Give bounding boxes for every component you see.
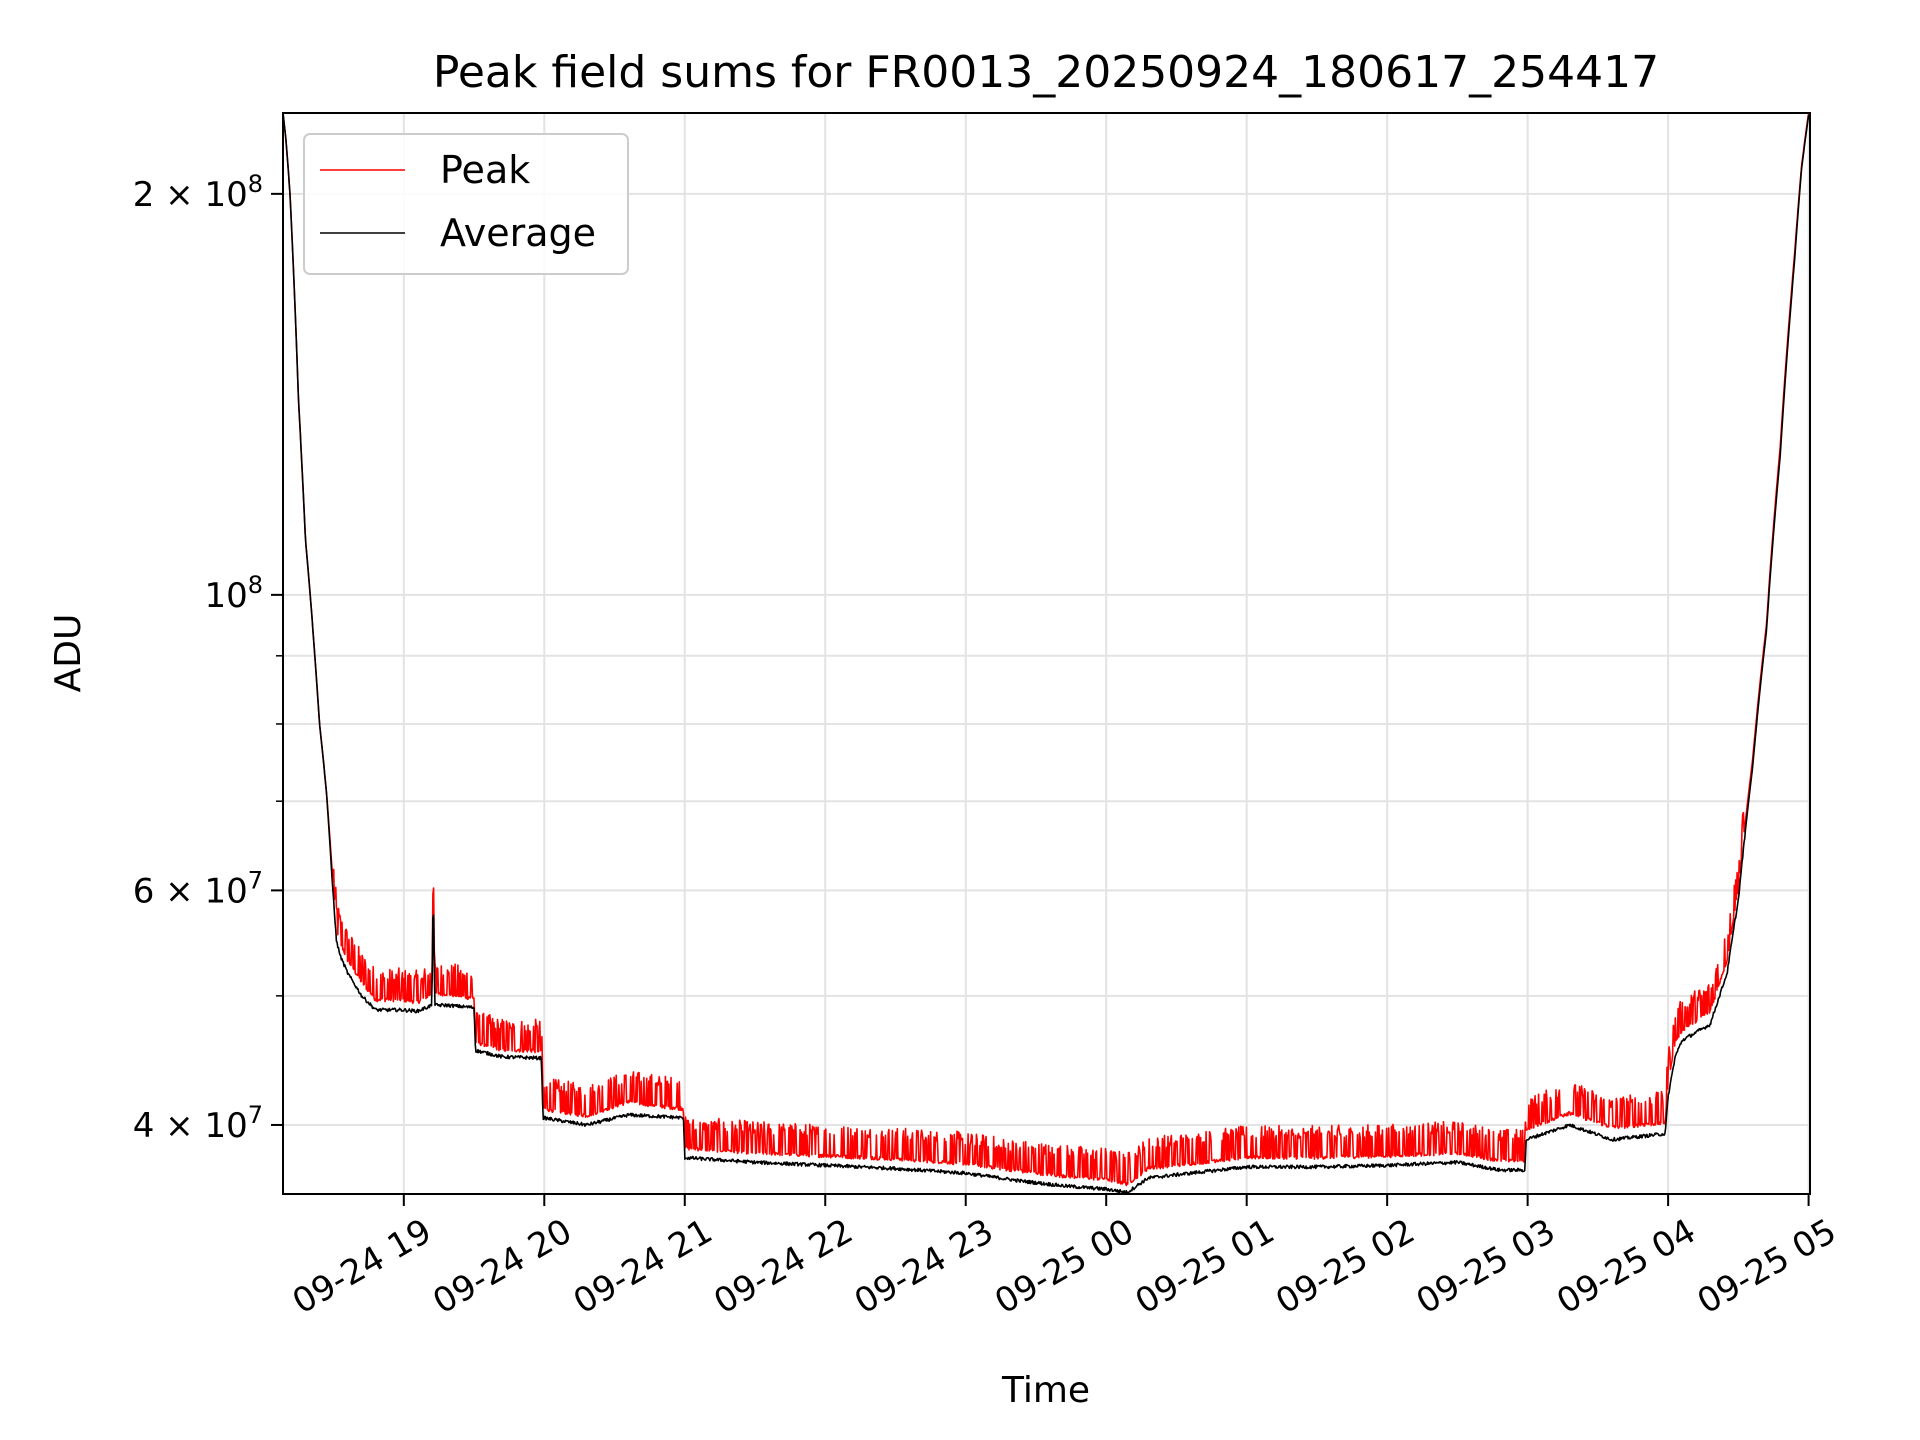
legend-label-average: Average xyxy=(440,211,596,255)
x-axis-label: Time xyxy=(1001,1370,1090,1411)
y-tick-label: 108 xyxy=(204,571,263,616)
x-tick-label: 09-24 23 xyxy=(848,1211,1000,1322)
grid xyxy=(283,113,1810,1194)
y-tick-label: 2 × 108 xyxy=(133,170,263,215)
series-line-peak xyxy=(283,113,1810,1187)
legend: Peak Average xyxy=(303,133,629,275)
x-tick-label: 09-25 00 xyxy=(988,1211,1140,1322)
legend-label-peak: Peak xyxy=(440,148,530,192)
x-tick-label: 09-25 04 xyxy=(1550,1211,1702,1322)
series-layer xyxy=(283,113,1810,1194)
x-tick-label: 09-25 02 xyxy=(1269,1211,1421,1322)
legend-box xyxy=(303,133,629,275)
y-axis-label: ADU xyxy=(48,614,89,693)
series-line-average xyxy=(283,113,1810,1194)
x-tick-label: 09-24 21 xyxy=(567,1211,719,1322)
x-tick-label: 09-25 01 xyxy=(1129,1211,1281,1322)
chart-title: Peak field sums for FR0013_20250924_1806… xyxy=(433,47,1659,98)
x-tick-label: 09-25 05 xyxy=(1691,1211,1843,1322)
x-tick-label: 09-24 19 xyxy=(286,1211,438,1322)
y-tick-label: 4 × 107 xyxy=(133,1101,263,1146)
plot-frame xyxy=(282,112,1811,1195)
x-tick-label: 09-24 22 xyxy=(707,1211,859,1322)
x-tick-label: 09-24 20 xyxy=(426,1211,578,1322)
y-tick-label: 6 × 107 xyxy=(133,866,263,911)
x-tick-label: 09-25 03 xyxy=(1410,1211,1562,1322)
